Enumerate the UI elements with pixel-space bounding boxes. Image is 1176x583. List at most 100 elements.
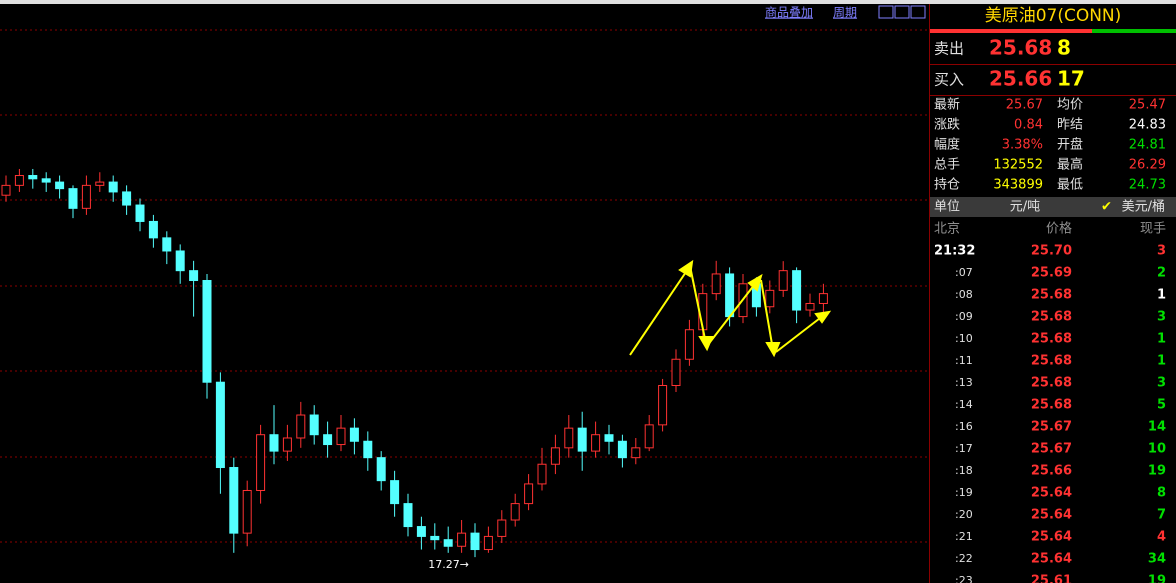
trade-time: :18	[955, 464, 973, 477]
bid-price: 25.66	[989, 67, 1052, 91]
trade-volume: 4	[1157, 530, 1166, 545]
stat-label: 幅度	[934, 137, 960, 153]
stat-label: 涨跌	[934, 117, 960, 133]
trade-volume: 3	[1157, 310, 1166, 325]
unit-option[interactable]: 元/吨	[1010, 200, 1040, 215]
candle-body	[1, 184, 11, 196]
candle-body	[349, 427, 359, 442]
low-annotation: 17.27→	[428, 558, 469, 571]
trade-price: 25.68	[1031, 354, 1072, 369]
bid-volume: 17	[1057, 67, 1085, 91]
unit-label: 单位	[934, 200, 960, 215]
candle-body	[135, 204, 145, 222]
trade-time: :10	[955, 332, 973, 345]
trade-volume: 3	[1157, 244, 1166, 259]
candle-body	[671, 358, 681, 386]
trade-volume: 1	[1157, 354, 1166, 369]
trade-time: :17	[955, 442, 973, 455]
candle-body	[108, 181, 118, 193]
candle-body	[229, 467, 239, 534]
trade-time: :13	[955, 376, 973, 389]
toolbar-link[interactable]: 商品叠加	[765, 5, 813, 20]
candle-body	[148, 220, 158, 239]
candle-body	[14, 175, 24, 186]
trade-price: 25.64	[1031, 486, 1072, 501]
candle-body	[390, 480, 400, 505]
nav-buttons[interactable]	[878, 5, 926, 19]
unit-option[interactable]: 美元/桶	[1122, 200, 1165, 215]
stat-label: 总手	[934, 158, 960, 173]
candle-body	[497, 519, 507, 537]
stat-label: 均价	[1057, 98, 1083, 113]
trade-price: 25.68	[1031, 398, 1072, 413]
trade-price: 25.64	[1031, 530, 1072, 545]
trade-volume: 8	[1157, 486, 1166, 501]
candle-body	[269, 434, 279, 452]
trend-arrows	[629, 259, 832, 358]
candle-body	[644, 424, 654, 449]
toolbar-link[interactable]: 周期	[833, 6, 857, 20]
candle-body	[443, 539, 453, 547]
stat-value: 24.83	[1129, 118, 1166, 133]
stat-value: 24.81	[1129, 138, 1166, 153]
stat-label: 最高	[1057, 157, 1083, 173]
trade-time: 21:32	[934, 244, 975, 259]
candle-body	[242, 489, 252, 534]
top-strip	[0, 0, 1176, 4]
candle-body	[524, 483, 534, 505]
trade-volume: 19	[1148, 464, 1166, 479]
candle-body	[537, 463, 547, 485]
candle-body	[711, 273, 721, 295]
trade-volume: 3	[1157, 376, 1166, 391]
trade-volume: 19	[1148, 574, 1166, 583]
trade-time: :09	[955, 310, 973, 323]
stat-label: 最新	[934, 97, 960, 113]
bid-label: 买入	[934, 71, 964, 89]
stat-label: 持仓	[934, 178, 960, 193]
candle-body	[162, 237, 172, 252]
trades-header: 北京	[934, 222, 960, 237]
ask-volume: 8	[1057, 36, 1071, 60]
stat-value: 25.47	[1129, 98, 1166, 113]
trade-price: 25.64	[1031, 508, 1072, 523]
trade-price: 25.70	[1031, 244, 1072, 259]
candle-body	[363, 440, 373, 459]
candle-body	[765, 289, 775, 308]
candle-body	[818, 293, 828, 304]
trade-time: :14	[955, 398, 973, 411]
candle-body	[403, 503, 413, 528]
stat-label: 昨结	[1057, 118, 1083, 133]
candle-body	[617, 440, 627, 459]
trade-time: :19	[955, 486, 973, 499]
ask-bar	[930, 29, 1092, 33]
trade-time: :16	[955, 420, 973, 433]
stat-label: 开盘	[1057, 137, 1083, 153]
candle-body	[309, 414, 319, 436]
candle-body	[41, 178, 51, 183]
candle-body	[215, 381, 225, 469]
trade-price: 25.68	[1031, 288, 1072, 303]
trade-price: 25.66	[1031, 464, 1072, 479]
trade-time: :22	[955, 552, 973, 565]
candle-body	[550, 447, 560, 465]
quote-panel: 美原油07(CONN) 卖出 25.68 8 买入 25.66 17 最新 25.…	[930, 6, 1176, 583]
candle-body	[631, 447, 641, 459]
trade-time: :20	[955, 508, 973, 521]
candle-body	[95, 181, 105, 186]
candle-body	[725, 273, 735, 318]
candle-body	[376, 457, 386, 482]
bid-bar	[1092, 29, 1176, 33]
stat-value: 3.38%	[1002, 138, 1043, 153]
ask-price: 25.68	[989, 36, 1052, 60]
stat-value: 26.29	[1129, 158, 1166, 173]
trade-time: :11	[955, 354, 973, 367]
stat-value: 132552	[993, 158, 1043, 173]
trade-volume: 14	[1148, 420, 1166, 435]
candle-body	[256, 434, 266, 491]
trade-price: 25.68	[1031, 310, 1072, 325]
candle-body	[470, 532, 480, 551]
trade-time: :07	[955, 266, 973, 279]
trades: 21:32 25.70 3:07 25.69 2:08 25.68 1:09 25.68 3:1…	[934, 244, 1166, 583]
trade-time: :08	[955, 288, 973, 301]
candle-body	[189, 270, 199, 282]
